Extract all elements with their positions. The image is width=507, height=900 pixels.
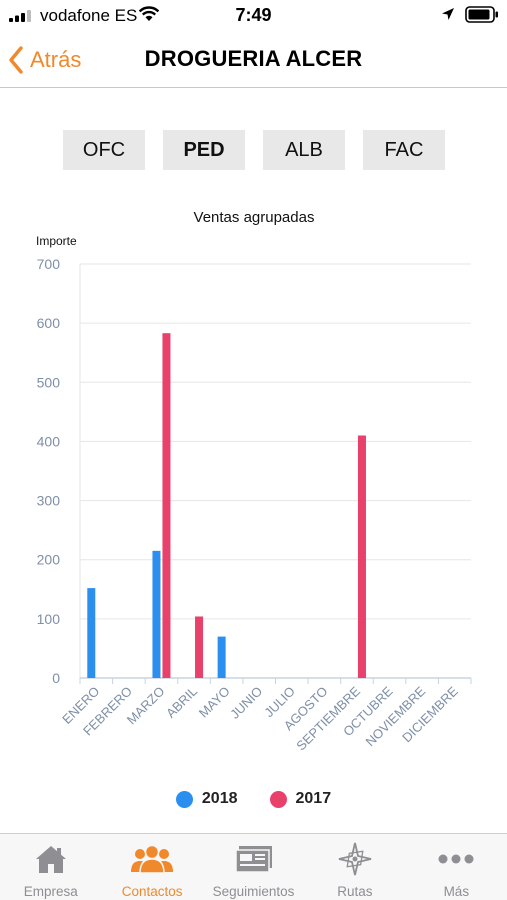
- bar-2017-marzo[interactable]: [162, 333, 171, 678]
- signal-icon: [9, 10, 31, 22]
- navigation-bar: Atrás DROGUERIA ALCER: [0, 34, 507, 88]
- tab-empresa[interactable]: Empresa: [0, 834, 101, 900]
- compass-icon: [338, 842, 372, 876]
- location-arrow-icon: [442, 8, 454, 20]
- segment-alb-button[interactable]: ALB: [263, 130, 345, 170]
- y-tick-label: 500: [37, 374, 61, 390]
- segment-ped-button[interactable]: PED: [163, 130, 245, 170]
- tab-seguimientos[interactable]: Seguimientos: [203, 834, 304, 900]
- y-tick-label: 300: [37, 493, 61, 509]
- home-icon: [35, 846, 66, 873]
- more-icon: [438, 854, 474, 864]
- x-tick-label-junio: JUNIO: [227, 684, 265, 722]
- y-tick-label: 700: [37, 256, 61, 272]
- tab-label-empresa: Empresa: [23, 884, 78, 899]
- chart-bars: [87, 333, 366, 678]
- back-button-label: Atrás: [30, 47, 82, 72]
- legend-label-2017: 2017: [295, 790, 332, 807]
- bar-2018-mayo[interactable]: [217, 636, 226, 678]
- legend-item-2017[interactable]: 2017: [269, 790, 332, 808]
- y-tick-label: 600: [37, 315, 61, 331]
- contacts-icon: [131, 844, 174, 874]
- segment-ofc-button[interactable]: OFC: [63, 130, 145, 170]
- tracking-icon: [234, 846, 272, 873]
- back-button[interactable]: Atrás: [8, 42, 81, 78]
- tab-mas[interactable]: Más: [406, 834, 507, 900]
- tab-rutas[interactable]: Rutas: [304, 834, 405, 900]
- y-tick-label: 200: [37, 552, 61, 568]
- chart-title: Ventas agrupadas: [194, 209, 315, 226]
- chevron-left-icon: [9, 46, 23, 74]
- clock: 7:49: [235, 5, 272, 25]
- legend-item-2018[interactable]: 2018: [175, 790, 238, 808]
- tab-label-seguimientos: Seguimientos: [212, 884, 295, 899]
- bar-2018-marzo[interactable]: [152, 550, 161, 678]
- y-axis-label: Importe: [36, 234, 77, 248]
- bar-2018-enero[interactable]: [87, 588, 96, 678]
- y-tick-label: 100: [37, 611, 61, 627]
- battery-icon: [465, 6, 498, 23]
- bar-2017-abril[interactable]: [195, 616, 204, 678]
- x-axis-ticks: ENEROFEBREROMARZOABRILMAYOJUNIOJULIOAGOS…: [59, 683, 461, 753]
- y-tick-label: 400: [37, 433, 61, 449]
- chart-legend: 2018 2017: [0, 790, 507, 808]
- tab-bar: Empresa Contactos Seguim: [0, 833, 507, 900]
- status-bar: vodafone ES 7:49: [0, 0, 507, 34]
- chart-grid: 0 100 200 300 400 500 600 700: [37, 256, 472, 686]
- bar-2017-septiembre[interactable]: [357, 435, 366, 678]
- wifi-icon: [138, 6, 160, 21]
- carrier-name: vodafone ES: [40, 6, 138, 25]
- tab-contactos[interactable]: Contactos: [101, 834, 202, 900]
- legend-swatch-2017: [269, 790, 287, 808]
- sales-bar-chart: Ventas agrupadas Importe 0 100 200 300 400 50…: [36, 209, 472, 753]
- y-tick-label: 0: [52, 670, 60, 686]
- segment-fac-button[interactable]: FAC: [363, 130, 445, 170]
- x-tick-label-abril: ABRIL: [163, 684, 200, 721]
- tab-label-mas: Más: [443, 884, 470, 899]
- legend-swatch-2018: [175, 790, 193, 808]
- tab-label-rutas: Rutas: [337, 884, 373, 899]
- tab-label-contactos: Contactos: [121, 884, 183, 899]
- legend-label-2018: 2018: [201, 790, 238, 807]
- x-tick-label-mayo: MAYO: [196, 684, 233, 721]
- page-title: DROGUERIA ALCER: [144, 46, 363, 71]
